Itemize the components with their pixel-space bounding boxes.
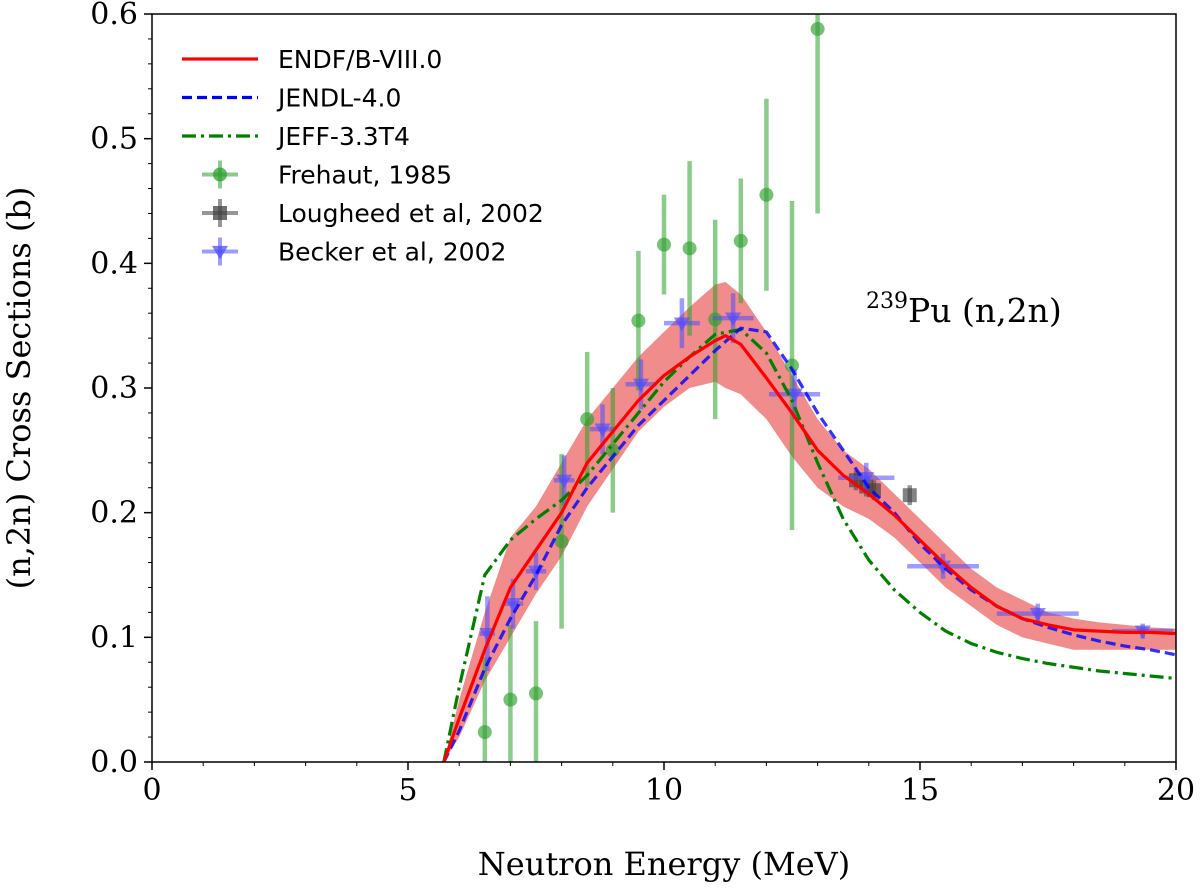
endf-uncertainty-band — [443, 282, 1176, 762]
legend: ENDF/B-VIII.0 JENDL-4.0 JEFF-3.3T4 Frehaut,… — [182, 45, 544, 267]
data-point — [657, 194, 671, 295]
point-marker — [503, 692, 518, 707]
axis-y-label: (n,2n) Cross Sections (b) — [0, 187, 38, 590]
data-point — [810, 14, 825, 214]
legend-label: JENDL-4.0 — [276, 84, 401, 113]
data-point — [503, 624, 518, 762]
x-tick-label: 10 — [645, 773, 683, 808]
data-point — [625, 359, 657, 410]
point-marker — [682, 241, 697, 256]
point-marker — [554, 534, 569, 549]
legend-item-becker-et-al-2002: Becker et al, 2002 — [202, 237, 506, 267]
data-point — [502, 578, 524, 629]
point-marker — [725, 312, 742, 327]
point-marker — [902, 488, 917, 503]
data-point — [733, 178, 748, 304]
series-line-endf-b-viii-0 — [442, 334, 1176, 762]
legend-marker — [213, 167, 227, 182]
axis-x-label: Neutron Energy (MeV) — [478, 845, 850, 883]
legend-label: Becker et al, 2002 — [278, 238, 506, 267]
data-point — [682, 161, 697, 336]
y-tick-label: 0.2 — [90, 496, 138, 531]
y-tick-label: 0.5 — [90, 122, 138, 157]
data-point — [664, 298, 700, 349]
data-point — [759, 98, 774, 291]
series-line-jendl-4-0 — [442, 326, 1176, 762]
point-marker — [594, 423, 611, 438]
legend-item-jeff-3-3t4: JEFF-3.3T4 — [182, 122, 410, 151]
point-marker — [810, 21, 825, 36]
data-point — [631, 250, 646, 391]
nuclide-annotation: 239Pu (n,2n) — [866, 289, 1062, 330]
y-tick-label: 0.6 — [90, 0, 138, 32]
point-marker — [673, 317, 690, 332]
legend-label: Lougheed et al, 2002 — [278, 199, 544, 228]
data-point — [785, 201, 799, 531]
point-marker — [529, 686, 543, 701]
x-tick-label: 5 — [398, 773, 417, 808]
point-marker — [858, 472, 875, 486]
legend-marker — [213, 206, 227, 220]
reaction-label: Pu (n,2n) — [908, 291, 1062, 330]
point-marker — [759, 187, 774, 202]
data-point — [712, 293, 754, 344]
x-tick-label: 0 — [142, 773, 161, 808]
legend-item-endf-b-viii-0: ENDF/B-VIII.0 — [182, 45, 442, 74]
point-marker — [657, 237, 671, 252]
point-marker — [556, 474, 573, 489]
legend-label: JEFF-3.3T4 — [276, 122, 410, 151]
point-marker — [632, 378, 650, 393]
legend-item-jendl-4-0: JENDL-4.0 — [182, 84, 401, 113]
point-marker — [631, 313, 646, 328]
x-tick-label: 15 — [901, 773, 939, 808]
data-point — [529, 621, 543, 762]
point-marker — [477, 725, 492, 740]
legend-label: ENDF/B-VIII.0 — [278, 45, 442, 74]
legend-label: Frehaut, 1985 — [278, 161, 452, 190]
legend-item-lougheed-et-al-2002: Lougheed et al, 2002 — [202, 199, 544, 228]
y-tick-label: 0.4 — [90, 246, 138, 281]
point-marker — [580, 412, 595, 427]
point-marker — [504, 598, 522, 612]
legend-item-frehaut-1985: Frehaut, 1985 — [202, 160, 452, 190]
point-marker — [785, 358, 799, 373]
legend-marker — [211, 245, 229, 260]
x-tick-label: 20 — [1157, 773, 1195, 808]
data-point — [477, 657, 492, 762]
series-line-jeff-3-3t4 — [442, 327, 1176, 762]
point-marker — [1029, 608, 1046, 622]
point-marker — [786, 388, 803, 403]
y-tick-label: 0.0 — [90, 745, 138, 780]
y-tick-label: 0.3 — [90, 371, 138, 406]
mass-number-superscript: 239 — [866, 289, 908, 314]
y-tick-label: 0.1 — [90, 620, 138, 655]
point-marker — [733, 233, 748, 248]
data-point — [902, 485, 917, 506]
